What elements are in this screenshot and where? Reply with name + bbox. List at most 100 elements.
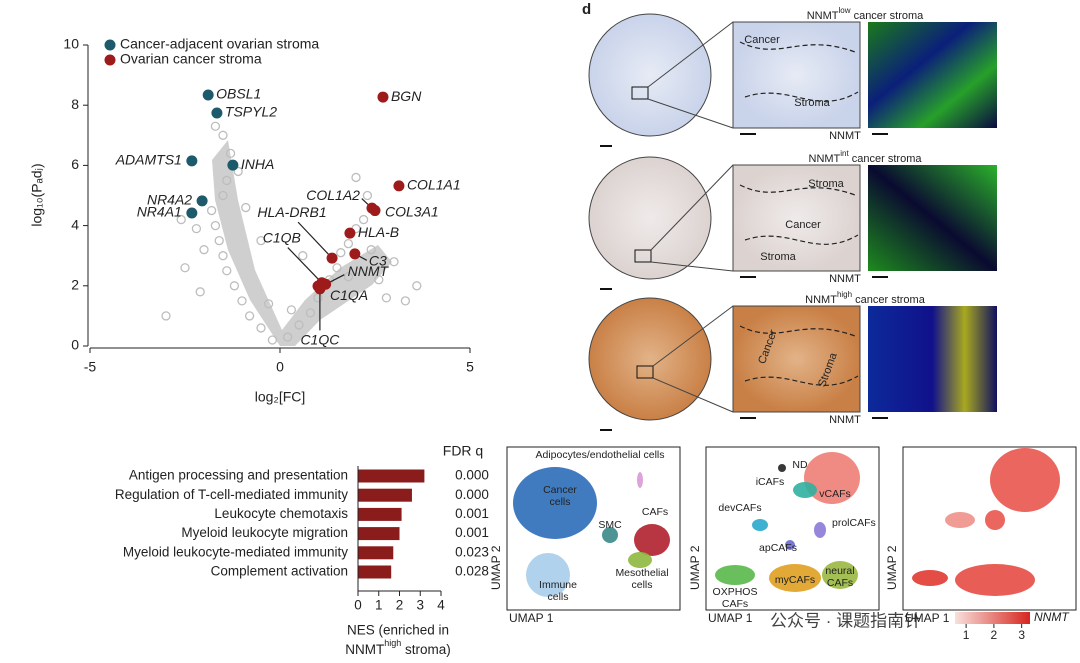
- highlight-point: [202, 89, 214, 101]
- cell-cluster: [526, 553, 570, 597]
- zoom-line: [647, 98, 734, 129]
- fdr-value: 0.001: [455, 525, 489, 540]
- title-part: NNMT: [805, 294, 837, 306]
- x-tick-label: 3: [416, 598, 424, 613]
- zoom-box: [636, 365, 654, 379]
- highlight-point: [314, 283, 326, 295]
- region-boundary: [739, 41, 859, 102]
- title-part: cancer stroma: [849, 153, 923, 165]
- x-tick-label: 5: [466, 359, 474, 375]
- gene-point: [351, 172, 361, 183]
- x-axis-label: NES (enriched in: [347, 623, 449, 638]
- highlight-point: [369, 205, 381, 217]
- region-label: Stroma: [808, 178, 844, 190]
- highlight-point: [186, 207, 198, 219]
- gene-point: [191, 223, 202, 234]
- gene-point: [366, 245, 376, 255]
- stain-label: NNMT: [829, 130, 861, 142]
- cell-cluster: [628, 552, 652, 568]
- region-boundary: [739, 184, 859, 245]
- gene-label: C3: [369, 253, 387, 269]
- volcano-plot: 0 2 4 6 8 10 -5 0 5 log₁₀(Pₐdⱼ) log₂[FC] Cancer-adj…: [29, 36, 474, 405]
- gene-label: HLA-B: [358, 224, 399, 240]
- cluster-label: cells: [549, 496, 570, 508]
- y-tick-label: 6: [71, 156, 79, 172]
- highlight-point: [326, 252, 338, 264]
- cluster-label: ND: [792, 459, 808, 471]
- gene-point: [218, 130, 228, 140]
- cell-cluster: [945, 512, 975, 528]
- umap-panel: UMAP 1 UMAP 2 ND iCAFs vCAFs devCAFs prolCAFs a…: [688, 446, 880, 625]
- watermark: 公众号 · 课题指南针: [770, 611, 921, 630]
- x-tick-label: 1: [375, 598, 383, 613]
- gene-point: [343, 272, 354, 282]
- cell-cluster: [715, 565, 755, 585]
- cluster-label: Adipocytes/endothelial cells: [536, 449, 665, 461]
- title-sup: high: [837, 290, 852, 299]
- gene-point: [267, 335, 278, 345]
- label-part: stroma): [401, 642, 451, 657]
- umap-y-label: UMAP 2: [688, 545, 702, 590]
- row-title: NNMTint cancer stroma: [809, 149, 923, 165]
- gene-point: [358, 214, 369, 225]
- zoom-box: [634, 249, 652, 263]
- legend-label: Ovarian cancer stroma: [120, 51, 262, 67]
- region-label: Cancer: [744, 34, 780, 46]
- y-tick-label: 8: [71, 96, 79, 112]
- y-tick-label: 2: [71, 277, 79, 293]
- gene-point: [389, 257, 399, 267]
- colorbar-tick-label: 1: [963, 628, 970, 642]
- enrichment-bar-chart: FDR q Antigen processing and presentation…: [115, 443, 489, 657]
- y-axis-label: log₁₀(Pₐdⱼ): [29, 163, 45, 226]
- gene-point: [362, 190, 373, 201]
- gene-point: [218, 190, 228, 201]
- category-label: Leukocyte chemotaxis: [214, 506, 348, 521]
- gene-point: [336, 248, 346, 258]
- y-tick-label: 4: [71, 216, 79, 232]
- title-part: NNMT: [807, 10, 839, 22]
- gene-point: [214, 235, 224, 246]
- gene-point: [374, 275, 384, 285]
- cluster-label: Cancer: [543, 484, 577, 496]
- highlight-point: [349, 248, 361, 260]
- gene-label: OBSL1: [216, 86, 261, 102]
- gene-point: [210, 121, 221, 131]
- fdr-value: 0.023: [455, 544, 489, 559]
- cell-cluster: [637, 472, 643, 488]
- cell-cluster: [990, 448, 1060, 512]
- gene-point: [294, 320, 304, 330]
- x-tick-label: 0: [354, 598, 362, 613]
- gene-point: [381, 293, 392, 303]
- colorbar-tick-label: 2: [991, 628, 998, 642]
- cell-cluster: [814, 522, 826, 538]
- cell-cluster: [602, 527, 618, 543]
- cluster-label: neural: [825, 565, 854, 577]
- category-label: Complement activation: [211, 564, 348, 579]
- gene-point: [256, 235, 266, 246]
- stain-label: NNMT: [829, 273, 861, 285]
- gene-point: [412, 281, 422, 291]
- umap-x-label: UMAP 1: [905, 611, 950, 625]
- tissue-core-image: [588, 13, 712, 137]
- gene-point: [286, 305, 297, 315]
- panel-d: d NNMTlow cancer stromaCancerStromaNNMTNN…: [582, 1, 997, 431]
- gene-label: C1QA: [330, 287, 368, 303]
- bar: [358, 488, 412, 502]
- region-label: Stroma: [794, 97, 830, 109]
- gene-label: NNMT: [348, 263, 390, 279]
- cluster-label: SMC: [598, 519, 622, 531]
- row-title: NNMTlow cancer stroma: [807, 6, 924, 22]
- x-axis-label: log₂[FC]: [255, 389, 306, 405]
- gene-point: [222, 175, 232, 186]
- cell-cluster: [778, 464, 786, 472]
- legend-label: Cancer-adjacent ovarian stroma: [120, 36, 319, 52]
- point-cloud: [212, 140, 392, 346]
- x-axis-label: NNMThigh stroma): [345, 638, 451, 656]
- cluster-label: Immune: [539, 579, 577, 591]
- cluster-label: myCAFs: [775, 574, 815, 586]
- gene-point: [298, 251, 308, 261]
- ihc-zoom-image: [732, 21, 861, 129]
- colorbar: [955, 612, 1030, 624]
- gene-label: BGN: [391, 88, 422, 104]
